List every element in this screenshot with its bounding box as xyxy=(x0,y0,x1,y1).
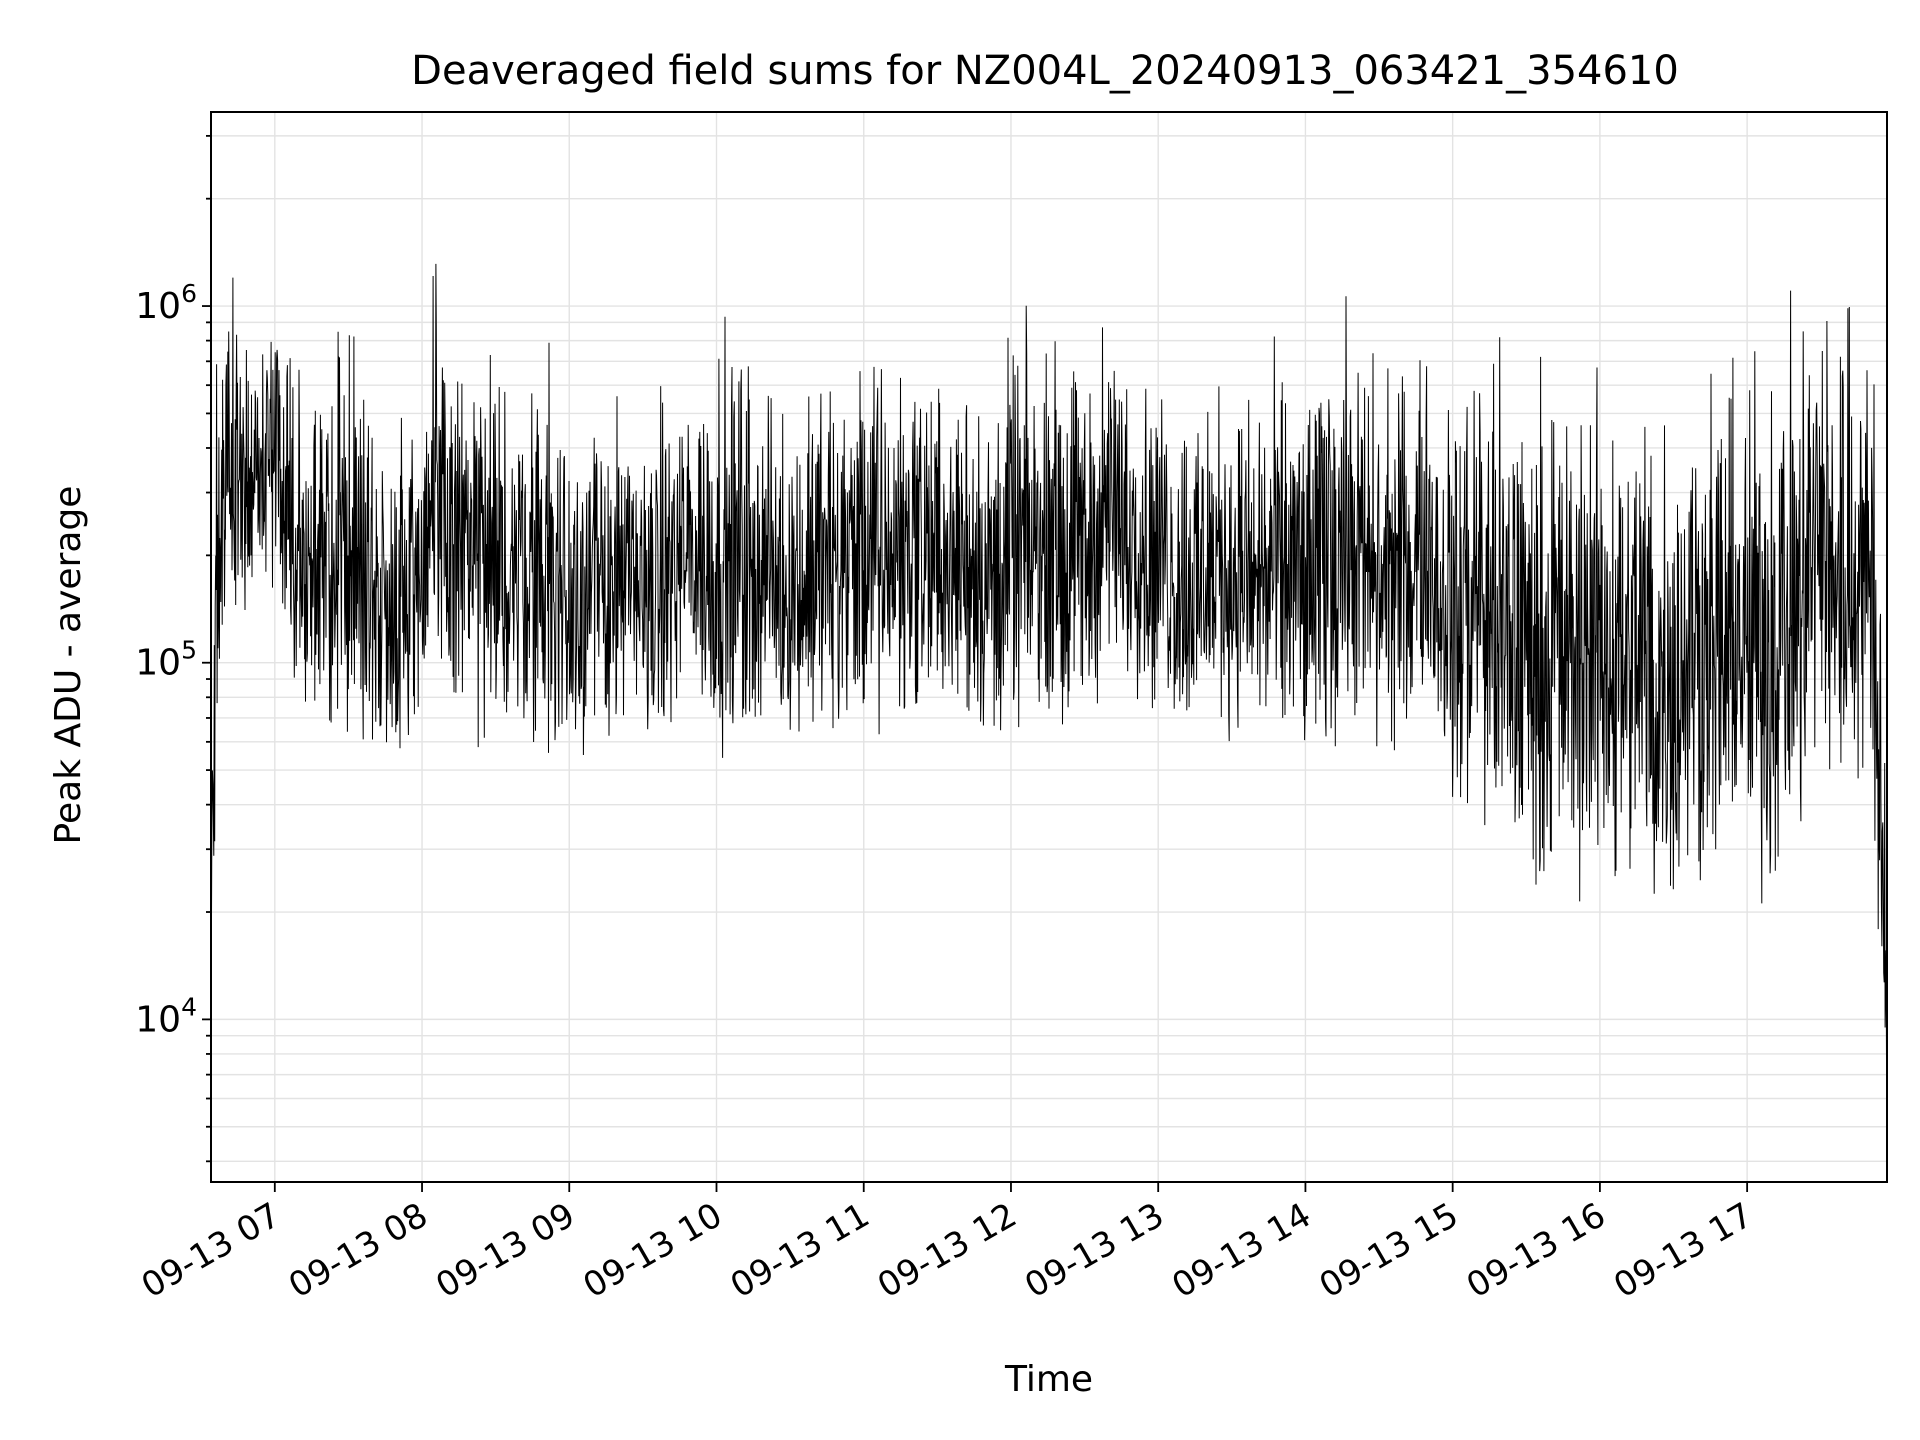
x-tick-label: 09-13 16 xyxy=(1460,1195,1612,1306)
x-tick-label: 09-13 09 xyxy=(429,1195,581,1306)
x-tick-label: 09-13 07 xyxy=(135,1195,287,1306)
x-tick-label: 09-13 08 xyxy=(282,1195,434,1306)
x-tick-label: 09-13 15 xyxy=(1313,1195,1465,1306)
x-tick-label: 09-13 12 xyxy=(871,1195,1023,1306)
chart-title: Deaveraged field sums for NZ004L_2024091… xyxy=(411,48,1679,94)
x-axis-label: Time xyxy=(1004,1359,1093,1400)
y-axis: 104 105 106 xyxy=(135,134,211,1163)
series-layer xyxy=(210,263,1888,1060)
y-tick-label: 106 xyxy=(135,279,197,327)
x-tick-label: 09-13 10 xyxy=(577,1195,729,1306)
x-tick-label: 09-13 13 xyxy=(1018,1195,1170,1306)
x-tick-label: 09-13 11 xyxy=(724,1195,876,1306)
series-line xyxy=(210,263,1888,1060)
y-axis-label: Peak ADU - average xyxy=(48,486,89,845)
plot-area-frame xyxy=(210,111,1888,1183)
x-tick-label: 09-13 17 xyxy=(1607,1195,1759,1306)
y-tick-label: 105 xyxy=(135,636,197,684)
y-tick-label: 104 xyxy=(135,992,197,1040)
x-tick-label: 09-13 14 xyxy=(1166,1195,1318,1306)
